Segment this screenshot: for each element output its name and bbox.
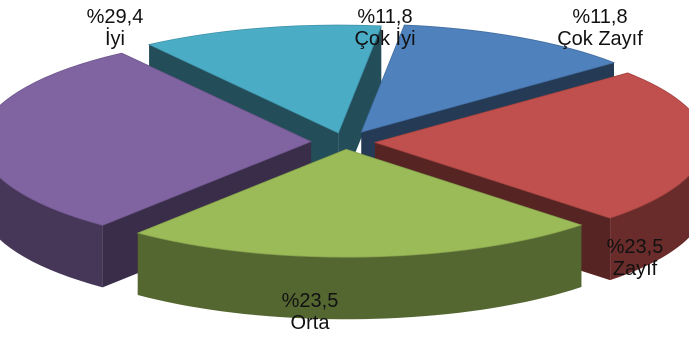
slice-name-iyi: İyi	[105, 28, 125, 50]
slice-percent-iyi: %29,4	[86, 6, 144, 28]
slice-name-cok-zayif: Çok Zayıf	[557, 28, 643, 50]
slice-label-cok-iyi: %11,8 Çok İyi	[330, 6, 440, 50]
pie-slice-top	[136, 148, 583, 258]
slice-percent-orta: %23,5	[281, 290, 339, 312]
pie-slice-top	[373, 72, 689, 219]
slice-label-cok-zayif: %11,8 Çok Zayıf	[540, 6, 660, 50]
slice-name-zayif: Zayıf	[612, 258, 658, 280]
slice-label-orta: %23,5 Orta	[265, 290, 355, 334]
pie-slice-side	[0, 177, 103, 288]
pie-slice-top	[360, 24, 616, 133]
pie-slice-3	[136, 148, 583, 320]
pie-slice-top	[0, 52, 313, 226]
pie-slice-top	[147, 24, 382, 134]
slice-percent-zayif: %23,5	[606, 236, 664, 258]
slice-label-iyi: %29,4 İyi	[70, 6, 160, 50]
slice-label-zayif: %23,5 Zayıf	[590, 236, 680, 280]
pie-slice-side	[610, 175, 689, 281]
pie-slice-side	[137, 225, 582, 320]
slice-percent-cok-iyi: %11,8	[357, 6, 413, 28]
slice-name-cok-iyi: Çok İyi	[354, 28, 416, 50]
slice-name-orta: Orta	[290, 312, 330, 334]
slice-percent-cok-zayif: %11,8	[572, 6, 628, 28]
